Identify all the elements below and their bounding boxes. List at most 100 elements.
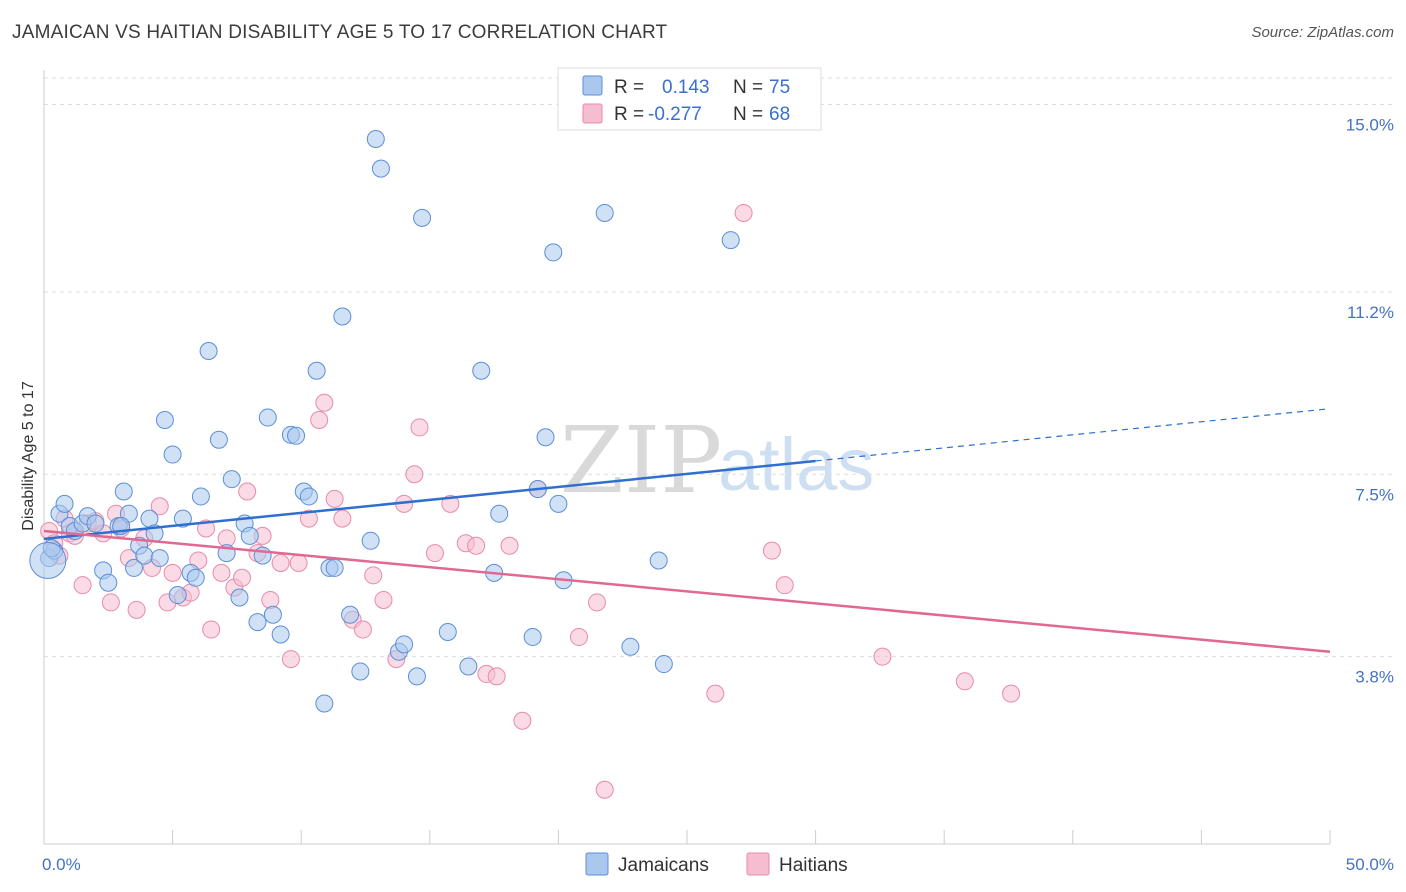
point-haitian-39 <box>325 489 344 508</box>
source-credit: Source: ZipAtlas.com <box>1251 24 1394 41</box>
point-haitian-25 <box>212 563 231 582</box>
point-haitian-65 <box>873 647 892 666</box>
point-jamaican-25 <box>186 568 205 587</box>
y-axis-title: Disability Age 5 to 17 <box>20 381 37 531</box>
point-haitian-50 <box>441 494 460 513</box>
series-legend: Jamaicans Haitians <box>585 852 848 876</box>
point-haitian-55 <box>500 536 519 555</box>
point-jamaican-28 <box>209 430 228 449</box>
y-tick-label-0: 3.8% <box>1355 668 1394 687</box>
point-jamaican-37 <box>263 605 282 624</box>
legend-n-label-haitians: N = <box>733 104 763 125</box>
point-jamaican-3 <box>55 494 74 513</box>
point-haitian-56 <box>513 711 532 730</box>
point-haitian-58 <box>569 627 588 646</box>
series-legend-label-haitians: Haitians <box>779 855 848 876</box>
point-jamaican-26 <box>191 487 210 506</box>
point-jamaican-49 <box>351 662 370 681</box>
point-haitian-43 <box>364 566 383 585</box>
legend-r-label-haitians: R = <box>614 104 644 125</box>
x-tick-labels: 0.0% 50.0% <box>42 855 1394 874</box>
point-jamaican-40 <box>287 426 306 445</box>
legend-r-value-haitians: -0.277 <box>648 104 702 125</box>
trend-line-haitians <box>43 529 1331 653</box>
point-haitian-66 <box>955 672 974 691</box>
point-jamaican-cluster <box>29 542 67 580</box>
point-jamaican-31 <box>230 588 249 607</box>
point-haitian-54 <box>487 667 506 686</box>
point-haitian-42 <box>353 620 372 639</box>
point-jamaican-69 <box>621 637 640 656</box>
point-jamaican-70 <box>649 551 668 570</box>
point-jamaican-58 <box>459 657 478 676</box>
point-haitian-44 <box>374 590 393 609</box>
point-jamaican-19 <box>150 549 169 568</box>
point-jamaican-71 <box>654 655 673 674</box>
trend-line-jamaicans <box>43 459 816 541</box>
point-jamaican-30 <box>222 470 241 489</box>
point-haitian-24 <box>202 620 221 639</box>
point-haitian-28 <box>233 568 252 587</box>
trend-lines <box>43 408 1331 653</box>
legend-r-label-jamaicans: R = <box>614 77 644 98</box>
point-jamaican-23 <box>173 509 192 528</box>
point-haitian-38 <box>315 393 334 412</box>
series-legend-swatch-haitians <box>746 852 770 876</box>
y-tick-label-1: 7.5% <box>1355 485 1394 504</box>
point-jamaican-54 <box>395 635 414 654</box>
point-haitian-19 <box>163 563 182 582</box>
x-tick-label-right: 50.0% <box>1346 855 1394 874</box>
watermark: ZIP atlas <box>560 407 874 514</box>
point-haitian-23 <box>197 519 216 538</box>
point-haitian-32 <box>261 590 280 609</box>
point-jamaican-34 <box>248 613 267 632</box>
point-haitian-40 <box>333 509 352 528</box>
chart-title: JAMAICAN VS HAITIAN DISABILITY AGE 5 TO … <box>12 22 668 43</box>
point-jamaican-10 <box>99 573 118 592</box>
point-jamaican-27 <box>199 342 218 361</box>
legend-r-value-jamaicans: 0.143 <box>662 77 710 98</box>
series-legend-label-jamaicans: Jamaicans <box>618 855 709 876</box>
point-jamaican-42 <box>299 487 318 506</box>
point-jamaican-16 <box>135 546 154 565</box>
point-jamaican-57 <box>438 623 457 642</box>
point-jamaican-64 <box>536 428 555 447</box>
point-jamaican-55 <box>407 667 426 686</box>
point-jamaican-44 <box>315 694 334 713</box>
point-jamaican-47 <box>333 307 352 326</box>
point-haitian-34 <box>281 650 300 669</box>
point-haitian-36 <box>299 509 318 528</box>
watermark-zip: ZIP <box>560 407 722 514</box>
point-haitian-47 <box>405 465 424 484</box>
legend-n-label-jamaicans: N = <box>733 77 763 98</box>
axes <box>43 70 1331 845</box>
point-jamaican-12 <box>114 482 133 501</box>
point-jamaican-8 <box>86 514 105 533</box>
point-jamaican-35 <box>253 546 272 565</box>
point-haitian-33 <box>271 553 290 572</box>
point-jamaican-65 <box>544 243 563 262</box>
point-haitian-52 <box>467 536 486 555</box>
y-tick-label-2: 11.2% <box>1347 303 1394 322</box>
point-jamaican-51 <box>366 130 385 149</box>
stats-legend: R = 0.143 N = 75 R = -0.277 N = 68 <box>557 67 822 131</box>
point-jamaican-36 <box>258 408 277 427</box>
point-haitian-59 <box>587 593 606 612</box>
point-haitian-60 <box>595 780 614 799</box>
point-haitian-61 <box>706 684 725 703</box>
point-haitian-35 <box>289 553 308 572</box>
series-legend-swatch-jamaicans <box>585 852 609 876</box>
point-jamaican-72 <box>721 231 740 250</box>
point-haitian-6 <box>73 576 92 595</box>
point-jamaican-59 <box>472 361 491 380</box>
point-jamaican-52 <box>371 159 390 178</box>
point-jamaican-62 <box>523 627 542 646</box>
point-jamaican-61 <box>490 504 509 523</box>
point-haitian-17 <box>150 497 169 516</box>
point-jamaican-46 <box>325 558 344 577</box>
y-tick-label-3: 15.0% <box>1346 116 1394 135</box>
trend-line-jamaicans-extension <box>815 408 1331 462</box>
point-haitian-10 <box>101 593 120 612</box>
point-jamaican-66 <box>549 494 568 513</box>
